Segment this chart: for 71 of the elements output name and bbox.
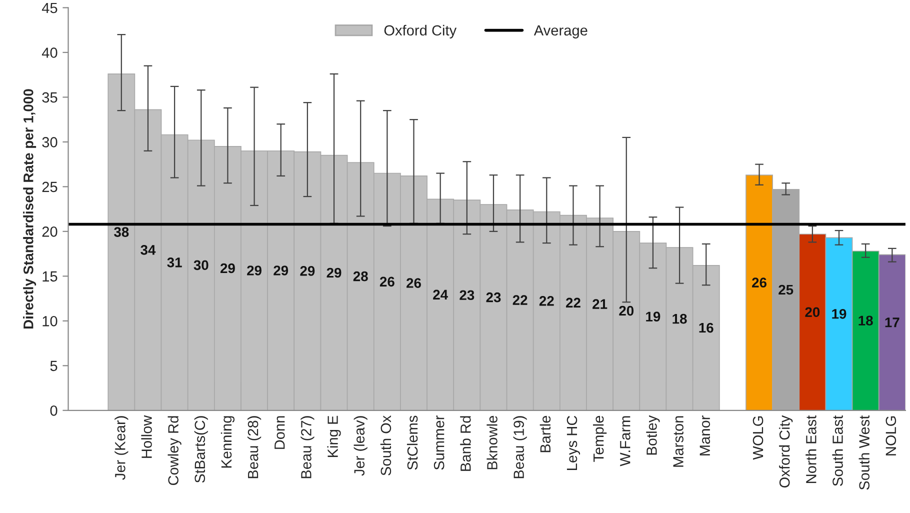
x-tick-label: StBarts(C) [194, 416, 208, 483]
x-tick-label: South Ox [380, 415, 392, 476]
x-tick-label: NOLG [886, 416, 896, 456]
data-label: 19 [832, 308, 846, 319]
data-label: 26 [406, 278, 421, 288]
y-axis-title: Directly Standardised Rate per 1,000 [23, 89, 36, 329]
data-label: 23 [486, 292, 501, 302]
data-label: 24 [433, 290, 448, 300]
x-tick-label: Botley [646, 415, 660, 455]
y-tick-label: 10 [42, 316, 58, 326]
x-tick-label: Kenning [220, 416, 235, 468]
x-tick-label: Jer (Kear) [114, 416, 128, 480]
data-label: 29 [300, 266, 315, 276]
x-tick-label: W.Farm [620, 416, 630, 466]
data-label: 29 [274, 266, 288, 276]
data-label: 20 [619, 306, 634, 316]
data-label: 26 [380, 276, 394, 287]
x-tick-label: StClems [406, 416, 418, 470]
x-tick-label: Beau (19) [513, 416, 527, 478]
x-tick-label: WOLG [752, 416, 764, 460]
x-tick-label: Bknowle [486, 416, 498, 470]
data-label: 30 [194, 260, 208, 270]
y-tick-label: 15 [42, 271, 58, 282]
x-tick-label: Marston [673, 416, 684, 467]
legend-label: Oxford City [384, 24, 457, 38]
x-tick-label: Jer (leav) [354, 416, 368, 476]
data-label: 34 [140, 245, 156, 255]
data-label: 25 [778, 284, 794, 295]
data-label: 26 [752, 278, 766, 288]
data-label: 29 [326, 268, 342, 278]
data-label: 22 [512, 295, 528, 305]
data-label: 19 [646, 312, 660, 322]
y-tick-label: 35 [42, 92, 58, 103]
x-tick-label: North East [806, 415, 816, 483]
x-tick-label: Beau (27) [300, 416, 314, 478]
y-tick-label: 0 [50, 406, 58, 416]
x-tick-label: Bartle [540, 416, 551, 452]
x-tick-label: Beau (28) [247, 416, 262, 478]
x-tick-label: Leys HC [566, 416, 580, 470]
x-tick-label: Manor [700, 416, 710, 456]
data-label: 23 [460, 290, 474, 300]
y-tick-label: 25 [42, 182, 58, 192]
data-label: 29 [247, 266, 262, 276]
x-tick-label: Cowley Rd [168, 416, 182, 486]
x-tick-label: Oxford City [779, 415, 793, 488]
x-tick-label: Temple [593, 416, 607, 462]
data-label: 31 [167, 258, 182, 268]
data-label: 18 [672, 314, 687, 324]
data-label: 18 [858, 316, 873, 326]
data-label: 16 [699, 322, 714, 333]
data-label: 17 [885, 318, 900, 328]
data-label: 38 [114, 227, 129, 237]
x-tick-label: Summer [434, 416, 444, 470]
x-tick-label: King E [327, 416, 341, 458]
y-tick-label: 5 [50, 360, 58, 372]
data-label: 21 [592, 299, 608, 309]
x-tick-label: Banb Rd [460, 416, 471, 471]
data-label: 29 [220, 263, 235, 274]
y-tick-label: 30 [42, 137, 58, 148]
x-tick-label: South West [858, 415, 870, 490]
data-label: 22 [566, 298, 580, 308]
data-label: 28 [353, 271, 368, 282]
data-label: 20 [805, 307, 820, 318]
legend-label: Average [534, 25, 588, 38]
x-tick-label: Donn [274, 416, 285, 449]
x-tick-label: Hollow [141, 415, 152, 458]
data-label: 22 [539, 296, 554, 306]
y-tick-label: 45 [42, 2, 58, 14]
x-tick-label: South East [832, 415, 843, 486]
y-tick-label: 20 [42, 226, 58, 237]
y-tick-label: 40 [42, 48, 58, 58]
